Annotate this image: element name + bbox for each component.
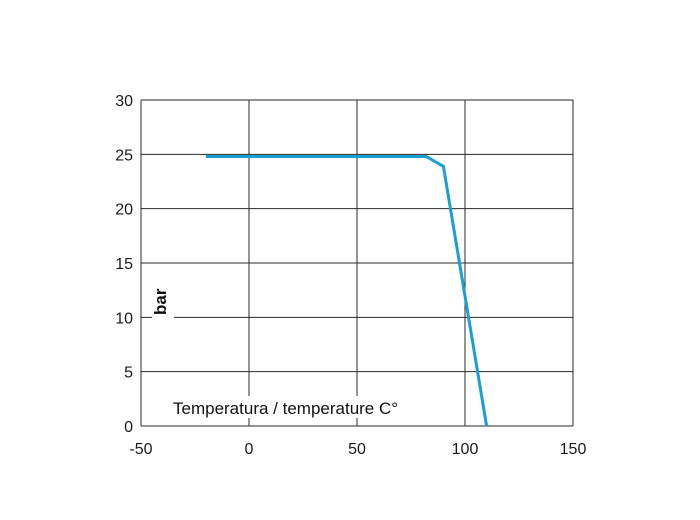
y-tick-label: 15 (115, 256, 133, 273)
xlabel-background (168, 396, 423, 418)
series (205, 155, 489, 427)
x-tick-label: 100 (452, 441, 479, 458)
series-line (205, 155, 489, 427)
grid (140, 99, 574, 427)
x-axis-label: Temperatura / temperature C° (173, 399, 398, 418)
y-tick-label: 25 (115, 147, 133, 164)
y-tick-label: 0 (124, 419, 133, 436)
x-tick-label: 0 (245, 441, 254, 458)
y-tick-label: 10 (115, 310, 133, 327)
tick-labels: -50 0 50 100 150 0 5 10 15 20 25 30 (115, 93, 586, 458)
x-tick-label: -50 (129, 441, 152, 458)
ylabel-background (152, 283, 174, 319)
x-tick-label: 50 (348, 441, 366, 458)
x-tick-label: 150 (560, 441, 587, 458)
y-tick-label: 30 (115, 93, 133, 110)
y-tick-label: 20 (115, 202, 133, 219)
y-tick-label: 5 (124, 365, 133, 382)
y-axis-label: bar (151, 288, 170, 315)
